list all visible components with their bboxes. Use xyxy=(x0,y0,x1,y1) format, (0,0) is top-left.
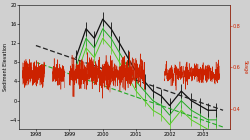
Y-axis label: Sediment Elevation: Sediment Elevation xyxy=(3,43,8,91)
Y-axis label: Stage: Stage xyxy=(242,60,247,74)
